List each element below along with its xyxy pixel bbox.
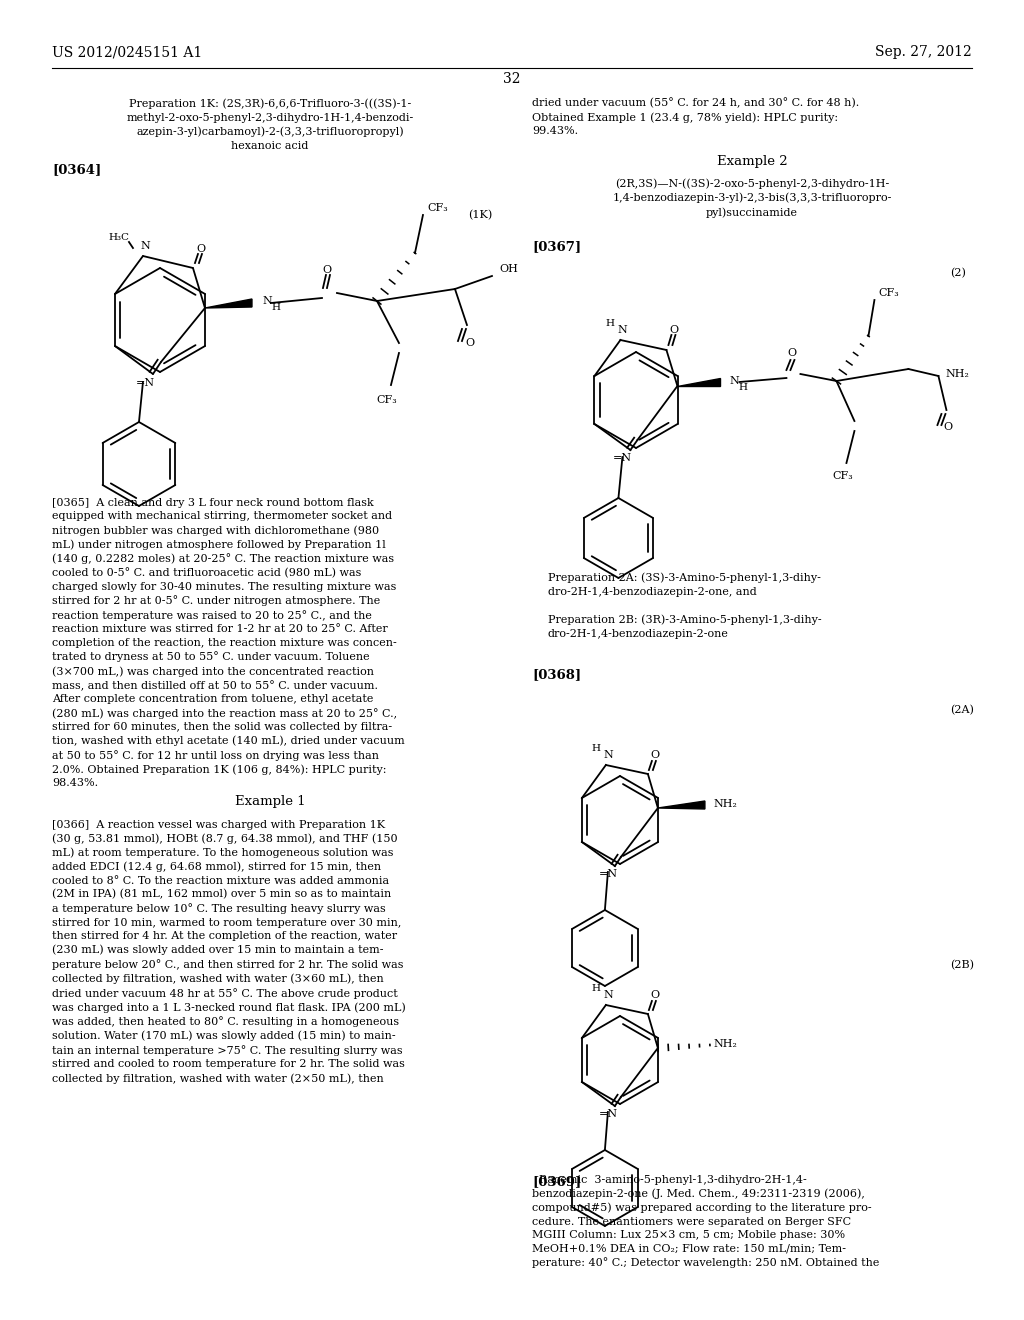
Text: Example 1: Example 1	[234, 795, 305, 808]
Text: H: H	[592, 983, 600, 993]
Text: CF₃: CF₃	[879, 288, 899, 298]
Text: N: N	[263, 296, 272, 306]
Text: H: H	[592, 744, 600, 752]
Text: NH₂: NH₂	[714, 1039, 737, 1049]
Text: O: O	[670, 325, 679, 335]
Text: (2A): (2A)	[950, 705, 974, 715]
Text: [0365]  A clean and dry 3 L four neck round bottom flask
equipped with mechanica: [0365] A clean and dry 3 L four neck rou…	[52, 498, 404, 788]
Text: OH: OH	[499, 264, 518, 275]
Text: =N: =N	[598, 869, 617, 879]
Text: N: N	[617, 325, 628, 335]
Text: Racemic  3-amino-5-phenyl-1,3-dihydro-2H-1,4-
benzodiazepin-2-one (J. Med. Chem.: Racemic 3-amino-5-phenyl-1,3-dihydro-2H-…	[532, 1175, 880, 1269]
Text: CF₃: CF₃	[427, 203, 447, 213]
Text: NH₂: NH₂	[714, 799, 737, 809]
Text: H: H	[738, 383, 748, 392]
Text: NH₂: NH₂	[945, 370, 970, 379]
Text: H: H	[606, 319, 615, 327]
Text: Example 2: Example 2	[717, 154, 787, 168]
Text: [0369]: [0369]	[532, 1175, 582, 1188]
Text: H₃C: H₃C	[109, 234, 129, 242]
Text: dried under vacuum (55° C. for 24 h, and 30° C. for 48 h).
Obtained Example 1 (2: dried under vacuum (55° C. for 24 h, and…	[532, 98, 859, 136]
Text: Preparation 1K: (2S,3R)-6,6,6-Trifluoro-3-(((3S)-1-
methyl-2-oxo-5-phenyl-2,3-di: Preparation 1K: (2S,3R)-6,6,6-Trifluoro-…	[126, 98, 414, 152]
Text: O: O	[650, 750, 659, 760]
Text: O: O	[197, 244, 206, 253]
Text: O: O	[944, 422, 953, 432]
Text: 32: 32	[503, 73, 521, 86]
Text: O: O	[323, 265, 332, 275]
Text: N: N	[140, 242, 150, 251]
Text: [0367]: [0367]	[532, 240, 582, 253]
Text: (1K): (1K)	[468, 210, 493, 220]
Text: US 2012/0245151 A1: US 2012/0245151 A1	[52, 45, 203, 59]
Text: O: O	[787, 348, 797, 358]
Text: O: O	[650, 990, 659, 1001]
Text: =N: =N	[613, 453, 632, 463]
Polygon shape	[205, 300, 252, 308]
Polygon shape	[678, 378, 721, 385]
Text: [0368]: [0368]	[532, 668, 582, 681]
Text: (2R,3S)—N-((3S)-2-oxo-5-phenyl-2,3-dihydro-1H-
1,4-benzodiazepin-3-yl)-2,3-bis(3: (2R,3S)—N-((3S)-2-oxo-5-phenyl-2,3-dihyd…	[612, 178, 892, 218]
Text: N: N	[729, 376, 739, 385]
Text: N: N	[603, 750, 612, 760]
Text: N: N	[603, 990, 612, 1001]
Text: Preparation 2A: (3S)-3-Amino-5-phenyl-1,3-dihy-
dro-2H-1,4-benzodiazepin-2-one, : Preparation 2A: (3S)-3-Amino-5-phenyl-1,…	[548, 572, 821, 639]
Text: =N: =N	[135, 378, 155, 388]
Text: H: H	[272, 302, 281, 312]
Text: Sep. 27, 2012: Sep. 27, 2012	[876, 45, 972, 59]
Text: O: O	[465, 338, 474, 348]
Text: (2): (2)	[950, 268, 966, 279]
Polygon shape	[657, 801, 705, 809]
Text: =N: =N	[598, 1109, 617, 1119]
Text: CF₃: CF₃	[833, 471, 853, 480]
Text: (2B): (2B)	[950, 960, 974, 970]
Text: CF₃: CF₃	[377, 395, 397, 405]
Text: [0366]  A reaction vessel was charged with Preparation 1K
(30 g, 53.81 mmol), HO: [0366] A reaction vessel was charged wit…	[52, 820, 406, 1084]
Text: [0364]: [0364]	[52, 162, 101, 176]
